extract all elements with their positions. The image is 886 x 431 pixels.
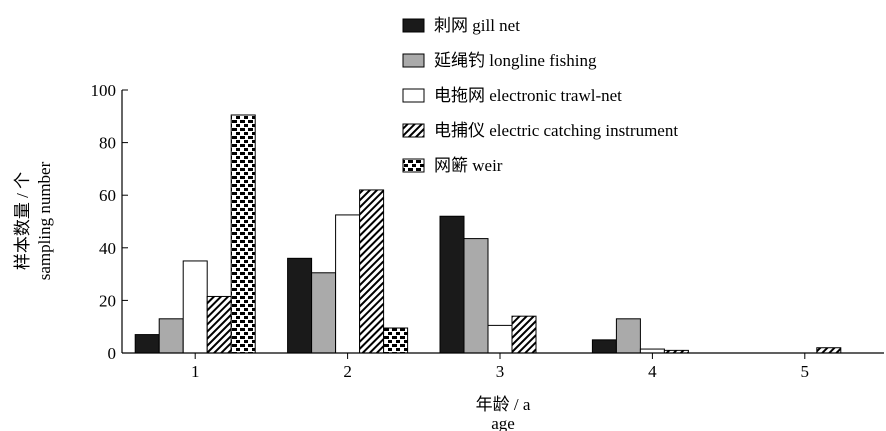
x-tick-label: 5 (801, 362, 810, 381)
y-ticks: 0 20 40 60 80 100 (91, 81, 128, 363)
bar-solid-black-age-1 (134, 334, 160, 354)
legend-swatch (402, 88, 425, 103)
legend-label: 网簖 weir (434, 156, 503, 175)
legend-swatch (402, 53, 425, 68)
bar-solid-gray-age-3 (463, 238, 489, 354)
x-ticks: 1 2 3 4 5 (191, 353, 809, 381)
y-tick-label: 0 (108, 344, 117, 363)
x-tick-label: 3 (496, 362, 505, 381)
x-axis-title-en: age (491, 414, 515, 431)
y-axis-title-en: sampling number (35, 161, 54, 280)
legend-label: 电拖网 electronic trawl-net (434, 86, 622, 105)
bar-solid-gray-age-4 (615, 318, 641, 354)
legend-swatch (402, 123, 425, 138)
legend-label: 刺网 gill net (434, 16, 520, 35)
x-axis-title-cn: 年龄 / a (476, 395, 531, 414)
legend-swatch (402, 18, 425, 33)
bars-layer (134, 114, 842, 354)
bar-white-age-2 (335, 214, 361, 354)
bar-diagonal-hatch-age-3 (511, 315, 537, 354)
legend-label: 电捕仪 electric catching instrument (434, 121, 678, 140)
y-tick-label: 40 (99, 239, 116, 258)
y-tick-label: 60 (99, 186, 116, 205)
x-tick-label: 1 (191, 362, 200, 381)
y-axis-title: 样本数量 / 个 sampling number (13, 161, 54, 280)
legend-label: 延绳钓 longline fishing (434, 51, 597, 70)
bar-checker-age-2 (383, 327, 409, 354)
legend: 刺网 gill net 延绳钓 longline fishing 电拖网 elect… (402, 16, 678, 175)
y-tick-label: 80 (99, 134, 116, 153)
x-tick-label: 4 (648, 362, 657, 381)
y-tick-label: 100 (91, 81, 117, 100)
legend-swatch (402, 158, 425, 173)
bar-solid-black-age-3 (439, 215, 465, 354)
y-axis-title-cn: 样本数量 / 个 (13, 172, 32, 270)
bar-diagonal-hatch-age-1 (206, 295, 232, 354)
bar-diagonal-hatch-age-2 (359, 189, 385, 354)
bar-diagonal-hatch-age-5 (816, 347, 842, 354)
bar-solid-gray-age-2 (311, 272, 337, 354)
y-tick-label: 20 (99, 291, 116, 310)
bar-white-age-1 (182, 260, 208, 354)
bar-white-age-3 (487, 324, 513, 354)
x-tick-label: 2 (343, 362, 352, 381)
bar-solid-gray-age-1 (158, 318, 184, 354)
bar-solid-black-age-4 (591, 339, 617, 354)
x-axis-title: 年龄 / a age (476, 395, 531, 431)
bar-solid-black-age-2 (287, 257, 313, 354)
bar-checker-age-1 (230, 114, 256, 354)
